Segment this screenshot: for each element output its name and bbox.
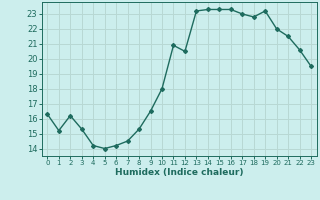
X-axis label: Humidex (Indice chaleur): Humidex (Indice chaleur) (115, 168, 244, 177)
